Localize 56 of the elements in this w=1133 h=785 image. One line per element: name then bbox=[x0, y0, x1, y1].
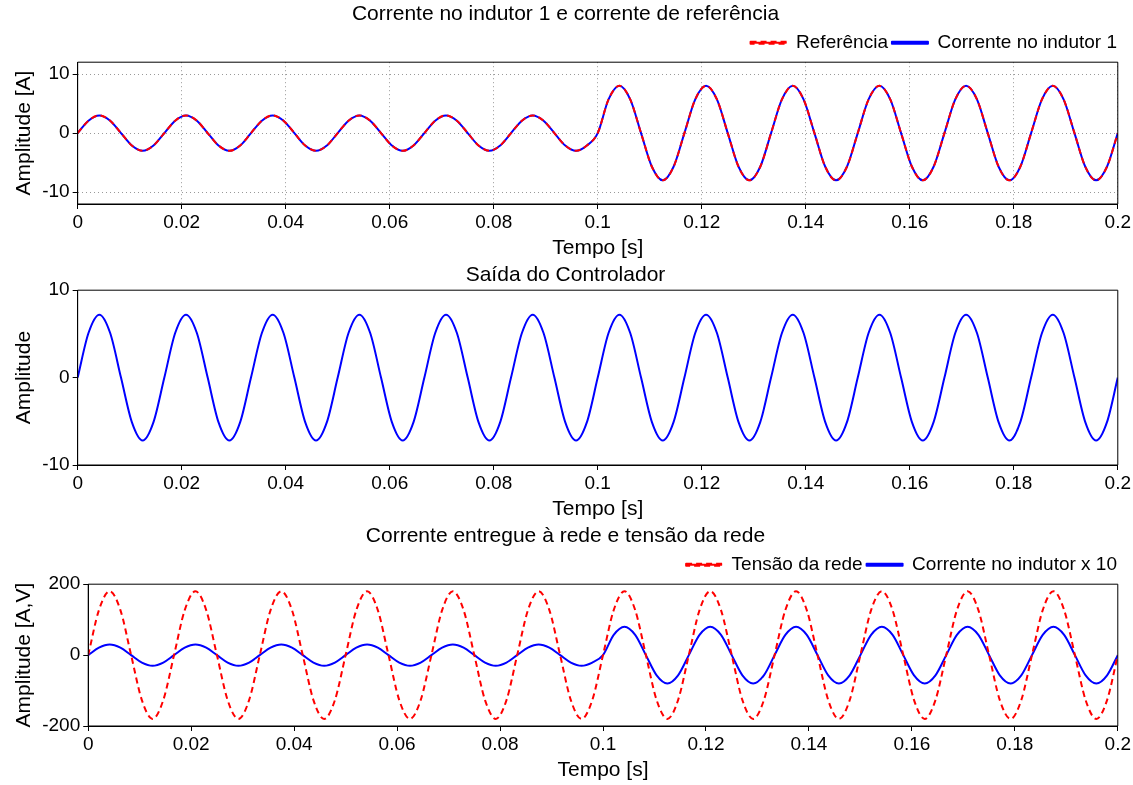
chart-title: Saída do Controlador bbox=[465, 262, 666, 286]
x-tick-label: 0.06 bbox=[378, 732, 416, 754]
x-tick-label: 0.2 bbox=[1104, 471, 1131, 493]
y-tick-label: -10 bbox=[42, 180, 70, 202]
x-tick-label: 0.2 bbox=[1104, 732, 1131, 754]
line-series bbox=[77, 313, 1118, 442]
y-tick-label: 10 bbox=[48, 62, 70, 84]
line-series bbox=[88, 590, 1118, 720]
legend-label: Referência bbox=[796, 30, 889, 52]
x-tick-label: 0.06 bbox=[371, 471, 409, 493]
y-tick-label: -10 bbox=[42, 453, 70, 475]
x-tick-label: 0.18 bbox=[996, 732, 1034, 754]
x-tick-label: 0.04 bbox=[275, 732, 314, 754]
chart-title: Corrente no indutor 1 e corrente de referência bbox=[351, 1, 780, 25]
x-tick-label: 0.02 bbox=[172, 732, 210, 754]
legend-label: Corrente no indutor 1 bbox=[937, 30, 1118, 52]
x-tick-label: 0.14 bbox=[787, 471, 825, 493]
y-tick-label: 0 bbox=[59, 121, 70, 143]
legend-label: Tensão da rede bbox=[731, 552, 863, 574]
line-series bbox=[88, 625, 1118, 685]
x-tick-label: 0.1 bbox=[584, 210, 611, 232]
y-tick-label: 10 bbox=[48, 278, 70, 300]
x-tick-label: 0.18 bbox=[995, 471, 1033, 493]
x-tick-label: 0.04 bbox=[267, 471, 305, 493]
x-tick-label: 0.08 bbox=[481, 732, 519, 754]
legend-label: Corrente no indutor x 10 bbox=[912, 552, 1118, 574]
x-tick-label: 0.18 bbox=[995, 210, 1033, 232]
y-axis-title: Amplitude [A,V] bbox=[11, 582, 35, 728]
x-axis-title: Tempo [s] bbox=[557, 757, 649, 781]
x-tick-label: 0.06 bbox=[371, 210, 409, 232]
x-tick-label: 0.02 bbox=[163, 210, 201, 232]
x-tick-label: 0.02 bbox=[163, 471, 201, 493]
x-tick-label: 0.04 bbox=[267, 210, 305, 232]
x-tick-label: 0.12 bbox=[687, 732, 725, 754]
x-tick-label: 0.14 bbox=[787, 210, 825, 232]
y-tick-label: 0 bbox=[59, 365, 70, 387]
x-axis-title: Tempo [s] bbox=[552, 496, 644, 520]
y-tick-label: 0 bbox=[69, 643, 81, 665]
x-tick-label: 0.12 bbox=[683, 471, 721, 493]
x-tick-label: 0.08 bbox=[475, 471, 513, 493]
x-tick-label: 0.12 bbox=[683, 210, 721, 232]
x-tick-label: 0.16 bbox=[891, 471, 929, 493]
y-axis-title: Amplitude bbox=[11, 330, 35, 425]
x-tick-label: 0.1 bbox=[589, 732, 617, 754]
x-tick-label: 0.16 bbox=[893, 732, 931, 754]
y-axis-title: Amplitude [A] bbox=[11, 70, 35, 196]
x-axis-title: Tempo [s] bbox=[552, 235, 644, 259]
x-tick-label: 0.14 bbox=[790, 732, 828, 754]
chart-title: Corrente entregue à rede e tensão da rede bbox=[365, 523, 766, 547]
x-tick-label: 0.08 bbox=[475, 210, 513, 232]
x-tick-label: 0.1 bbox=[584, 471, 611, 493]
x-tick-label: 0.16 bbox=[891, 210, 929, 232]
y-tick-label: 200 bbox=[48, 572, 81, 594]
line-series bbox=[77, 84, 1118, 182]
x-tick-label: 0.2 bbox=[1104, 210, 1131, 232]
y-tick-label: -200 bbox=[42, 714, 81, 736]
